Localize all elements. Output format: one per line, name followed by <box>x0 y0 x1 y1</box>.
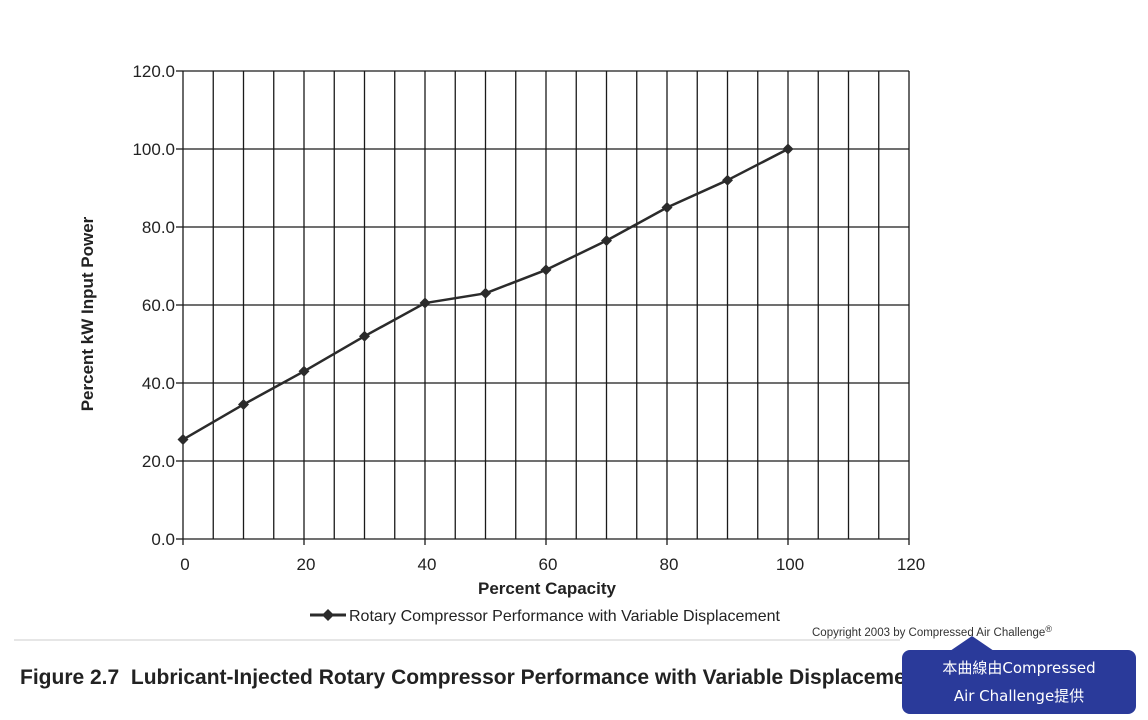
registered-mark: ® <box>1045 624 1052 634</box>
legend: Rotary Compressor Performance with Varia… <box>310 608 781 625</box>
legend-label: Rotary Compressor Performance with Varia… <box>349 608 781 625</box>
data-point-marker <box>540 264 552 276</box>
x-tick-label: 60 <box>539 555 558 574</box>
x-tick-label: 80 <box>660 555 679 574</box>
y-tick-label: 20.0 <box>142 452 175 471</box>
copyright-notice: Copyright 2003 by Compressed Air Challen… <box>812 624 1052 639</box>
data-point-marker <box>661 202 673 213</box>
axis-ticks: 0.0 20.0 40.0 60.0 80.0 100.0 120.0 0 20 40 60 80 10… <box>132 62 925 574</box>
legend-marker <box>322 609 334 621</box>
callout-line-2: Air Challenge提供 <box>953 687 1085 705</box>
y-tick-label: 60.0 <box>142 296 175 315</box>
callout-line-1: 本曲線由Compressed <box>942 659 1096 677</box>
data-series <box>177 143 794 446</box>
attribution-callout: 本曲線由Compressed Air Challenge提供 <box>902 650 1136 714</box>
data-point-marker <box>359 330 370 342</box>
y-tick-label: 100.0 <box>132 140 175 159</box>
x-tick-label: 40 <box>418 555 437 574</box>
data-point-marker <box>419 297 431 309</box>
callout-pointer <box>950 636 994 651</box>
data-point-marker <box>238 398 249 410</box>
y-tick-label: 0.0 <box>151 530 175 549</box>
data-point-marker <box>722 174 733 186</box>
data-point-marker <box>601 235 612 247</box>
x-tick-label: 100 <box>776 555 804 574</box>
data-point-marker <box>480 287 491 299</box>
x-tick-label: 0 <box>180 555 189 574</box>
data-point-marker <box>782 143 794 155</box>
y-tick-label: 40.0 <box>142 374 175 393</box>
y-axis-title: Percent kW Input Power <box>78 216 97 411</box>
data-point-marker <box>298 365 310 377</box>
copyright-text: Copyright 2003 by Compressed Air Challen… <box>812 627 1045 639</box>
data-point-marker <box>177 434 189 446</box>
x-axis-title: Percent Capacity <box>478 579 616 598</box>
y-tick-label: 120.0 <box>132 62 175 81</box>
x-tick-label: 120 <box>897 555 925 574</box>
y-tick-label: 80.0 <box>142 218 175 237</box>
figure-caption: Figure 2.7 Lubricant-Injected Rotary Com… <box>20 666 931 689</box>
x-tick-label: 20 <box>297 555 316 574</box>
